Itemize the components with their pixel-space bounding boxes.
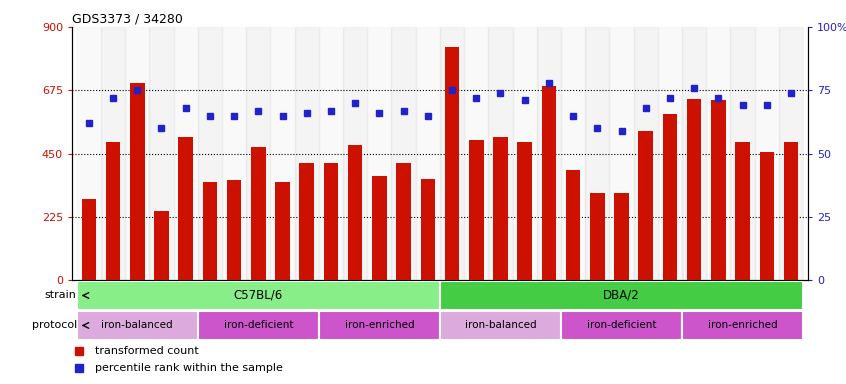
Bar: [81, 199, 96, 280]
Bar: [251, 147, 266, 280]
Bar: [662, 114, 677, 280]
Bar: [440, 27, 464, 280]
Text: DBA/2: DBA/2: [603, 289, 640, 302]
Bar: [324, 164, 338, 280]
Bar: [294, 27, 319, 280]
Bar: [106, 142, 120, 280]
Bar: [585, 27, 609, 280]
Bar: [227, 180, 241, 280]
Text: strain: strain: [45, 290, 77, 301]
Bar: [150, 27, 173, 280]
Bar: [541, 86, 556, 280]
Bar: [464, 27, 488, 280]
Bar: [319, 311, 440, 340]
Bar: [173, 27, 198, 280]
Text: iron-balanced: iron-balanced: [464, 320, 536, 331]
Bar: [760, 152, 774, 280]
Bar: [566, 170, 580, 280]
Text: iron-balanced: iron-balanced: [102, 320, 173, 331]
Bar: [609, 27, 634, 280]
Bar: [440, 281, 803, 310]
Bar: [445, 46, 459, 280]
Bar: [735, 142, 750, 280]
Bar: [536, 27, 561, 280]
Bar: [440, 311, 561, 340]
Bar: [343, 27, 367, 280]
Text: iron-enriched: iron-enriched: [344, 320, 415, 331]
Bar: [246, 27, 271, 280]
Bar: [561, 27, 585, 280]
Bar: [154, 211, 168, 280]
Bar: [682, 311, 803, 340]
Bar: [730, 27, 755, 280]
Bar: [687, 99, 701, 280]
Bar: [493, 137, 508, 280]
Bar: [639, 131, 653, 280]
Bar: [348, 145, 362, 280]
Bar: [755, 27, 779, 280]
Bar: [222, 27, 246, 280]
Text: percentile rank within the sample: percentile rank within the sample: [96, 362, 283, 373]
Bar: [779, 27, 803, 280]
Bar: [488, 27, 513, 280]
Text: iron-deficient: iron-deficient: [223, 320, 293, 331]
Bar: [706, 27, 730, 280]
Bar: [711, 100, 726, 280]
Bar: [198, 27, 222, 280]
Bar: [590, 193, 605, 280]
Text: iron-enriched: iron-enriched: [708, 320, 777, 331]
Bar: [372, 176, 387, 280]
Bar: [125, 27, 150, 280]
Bar: [77, 27, 101, 280]
Text: protocol: protocol: [31, 320, 77, 331]
Bar: [179, 137, 193, 280]
Bar: [77, 311, 198, 340]
Bar: [415, 27, 440, 280]
Bar: [614, 193, 629, 280]
Bar: [513, 27, 536, 280]
Bar: [130, 83, 145, 280]
Bar: [518, 142, 532, 280]
Text: iron-deficient: iron-deficient: [587, 320, 656, 331]
Bar: [367, 27, 392, 280]
Bar: [271, 27, 294, 280]
Text: transformed count: transformed count: [96, 346, 199, 356]
Bar: [658, 27, 682, 280]
Bar: [682, 27, 706, 280]
Bar: [561, 311, 682, 340]
Bar: [420, 179, 435, 280]
Text: GDS3373 / 34280: GDS3373 / 34280: [72, 13, 183, 26]
Bar: [299, 164, 314, 280]
Bar: [319, 27, 343, 280]
Bar: [783, 142, 799, 280]
Bar: [392, 27, 415, 280]
Bar: [101, 27, 125, 280]
Bar: [275, 182, 290, 280]
Bar: [198, 311, 319, 340]
Text: C57BL/6: C57BL/6: [233, 289, 283, 302]
Bar: [396, 164, 411, 280]
Bar: [77, 281, 440, 310]
Bar: [203, 182, 217, 280]
Bar: [469, 139, 484, 280]
Bar: [634, 27, 658, 280]
